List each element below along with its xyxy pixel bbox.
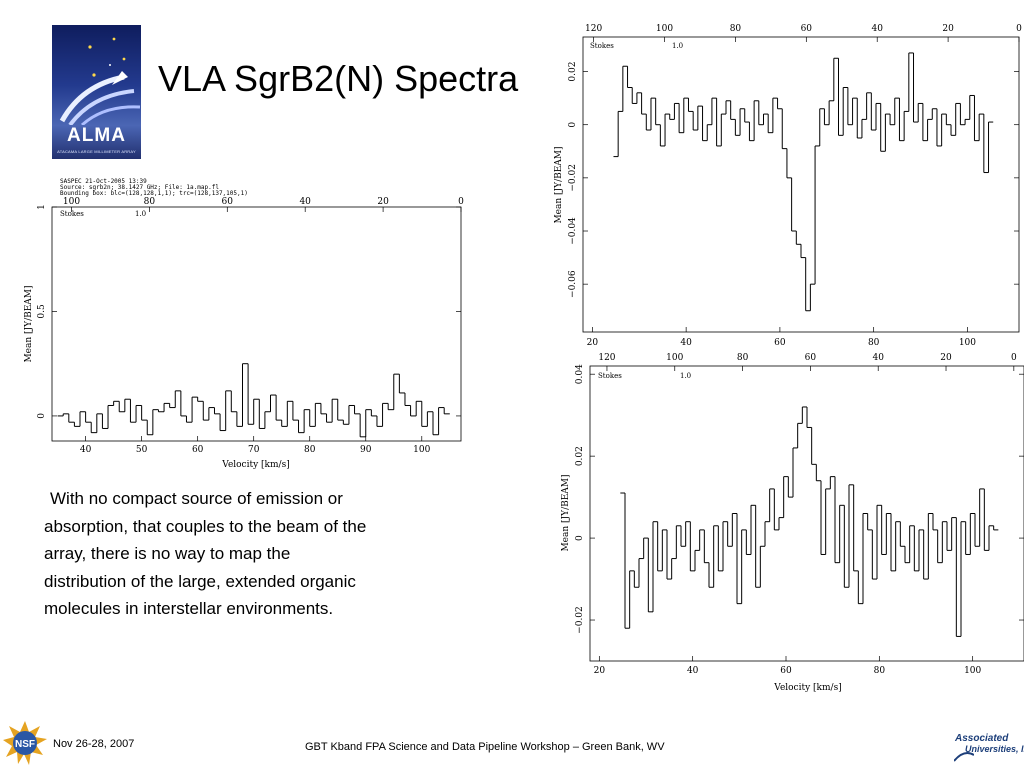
x-tick-label: 100 bbox=[413, 445, 430, 455]
y-tick-label: 0.02 bbox=[568, 62, 578, 82]
top-tick-label: 60 bbox=[805, 353, 817, 363]
au-line-1: Associated bbox=[955, 733, 1009, 744]
au-line-2: Universities, Inc. bbox=[965, 744, 1024, 754]
plot1-header-line-2: Source: sgrb2n; 38.1427 GHz; File: 1a.ma… bbox=[60, 184, 219, 191]
plot-frame bbox=[589, 365, 1024, 662]
y-tick-label: −0.04 bbox=[568, 217, 578, 245]
x-tick-label: 90 bbox=[360, 445, 372, 455]
stokes-value: 1.0 bbox=[680, 372, 691, 380]
nsf-logo: NSF bbox=[2, 720, 48, 766]
x-tick-label: 60 bbox=[192, 445, 204, 455]
y-tick-label: 1 bbox=[37, 204, 47, 210]
y-tick-label: 0 bbox=[575, 535, 585, 541]
top-tick-label: 40 bbox=[872, 353, 884, 363]
x-tick-label: 40 bbox=[680, 338, 692, 348]
y-axis-label: Mean [JY/BEAM] bbox=[561, 474, 571, 551]
y-tick-label: −0.02 bbox=[568, 164, 578, 192]
y-tick-label: −0.06 bbox=[568, 270, 578, 298]
x-tick-label: 60 bbox=[774, 338, 786, 348]
plot-frame bbox=[582, 36, 1020, 333]
top-tick-label: 100 bbox=[666, 353, 683, 363]
top-tick-label: 80 bbox=[730, 24, 742, 34]
x-tick-label: 70 bbox=[248, 445, 260, 455]
body-line: array, there is no way to map the bbox=[44, 544, 291, 563]
y-tick-label: 0.5 bbox=[37, 304, 47, 319]
top-tick-label: 120 bbox=[598, 353, 615, 363]
y-tick-label: 0.04 bbox=[575, 364, 585, 384]
x-tick-label: 20 bbox=[594, 666, 606, 676]
x-tick-label: 80 bbox=[304, 445, 316, 455]
y-axis-label: Mean [JY/BEAM] bbox=[554, 146, 564, 223]
top-tick-label: 100 bbox=[63, 197, 80, 207]
top-tick-label: 80 bbox=[737, 353, 749, 363]
x-tick-label: 40 bbox=[80, 445, 92, 455]
x-tick-label: 100 bbox=[964, 666, 981, 676]
associated-universities-logo: Associated Universities, Inc. bbox=[953, 733, 1024, 763]
alma-subtitle: ATACAMA LARGE MILLIMETER ARRAY bbox=[57, 149, 136, 154]
stokes-label: Stokes bbox=[590, 42, 614, 50]
stokes-value: 1.0 bbox=[135, 210, 146, 218]
plot1-header-line-3: Bounding box: blc=(128,128,1,1); trc=(12… bbox=[60, 190, 248, 197]
body-line: distribution of the large, extended orga… bbox=[44, 571, 356, 591]
x-tick-label: 80 bbox=[868, 338, 880, 348]
plot-frame bbox=[51, 206, 462, 442]
au-swoosh-icon bbox=[954, 752, 974, 762]
y-axis-label: Mean [JY/BEAM] bbox=[24, 285, 34, 362]
body-line: With no compact source of emission or bbox=[50, 489, 343, 508]
footer-event: GBT Kband FPA Science and Data Pipeline … bbox=[305, 741, 665, 753]
x-tick-label: 60 bbox=[780, 666, 792, 676]
top-tick-label: 20 bbox=[942, 24, 954, 34]
body-line: molecules in interstellar environments. bbox=[44, 599, 334, 618]
nsf-logo-text: NSF bbox=[15, 739, 35, 750]
stokes-value: 1.0 bbox=[672, 42, 683, 50]
top-tick-label: 0 bbox=[1011, 353, 1017, 363]
top-tick-label: 20 bbox=[377, 197, 389, 207]
slide-title: VLA SgrB2(N) Spectra bbox=[158, 58, 519, 99]
x-tick-label: 40 bbox=[687, 666, 699, 676]
body-paragraph: With no compact source of emission or ab… bbox=[34, 485, 474, 623]
plot1-header-line-1: SASPEC 21-Oct-2005 13:39 bbox=[60, 178, 147, 185]
top-tick-label: 60 bbox=[801, 24, 813, 34]
top-tick-label: 20 bbox=[940, 353, 952, 363]
top-tick-label: 0 bbox=[458, 197, 464, 207]
top-tick-label: 40 bbox=[871, 24, 883, 34]
alma-antenna-graphic bbox=[59, 37, 141, 125]
y-tick-label: 0 bbox=[568, 122, 578, 128]
y-tick-label: 0.02 bbox=[575, 446, 585, 466]
alma-wordmark: ALMA bbox=[67, 125, 126, 146]
body-line: absorption, that couples to the beam of … bbox=[44, 516, 367, 536]
alma-logo: ALMA ATACAMA LARGE MILLIMETER ARRAY bbox=[52, 25, 141, 159]
footer-date: Nov 26-28, 2007 bbox=[53, 738, 135, 750]
x-axis-label: Velocity [km/s] bbox=[773, 683, 841, 693]
x-tick-label: 80 bbox=[874, 666, 886, 676]
y-tick-label: 0 bbox=[37, 413, 47, 419]
x-tick-label: 20 bbox=[587, 338, 599, 348]
stokes-label: Stokes bbox=[598, 372, 622, 380]
y-tick-label: −0.02 bbox=[575, 606, 585, 634]
top-tick-label: 120 bbox=[585, 24, 602, 34]
top-tick-label: 40 bbox=[299, 197, 311, 207]
x-tick-label: 50 bbox=[136, 445, 148, 455]
top-tick-label: 60 bbox=[222, 197, 234, 207]
top-tick-label: 100 bbox=[656, 24, 673, 34]
x-axis-label: Velocity [km/s] bbox=[221, 460, 289, 470]
top-tick-label: 0 bbox=[1016, 24, 1022, 34]
stokes-label: Stokes bbox=[60, 210, 84, 218]
top-tick-label: 80 bbox=[144, 197, 156, 207]
x-tick-label: 100 bbox=[959, 338, 976, 348]
